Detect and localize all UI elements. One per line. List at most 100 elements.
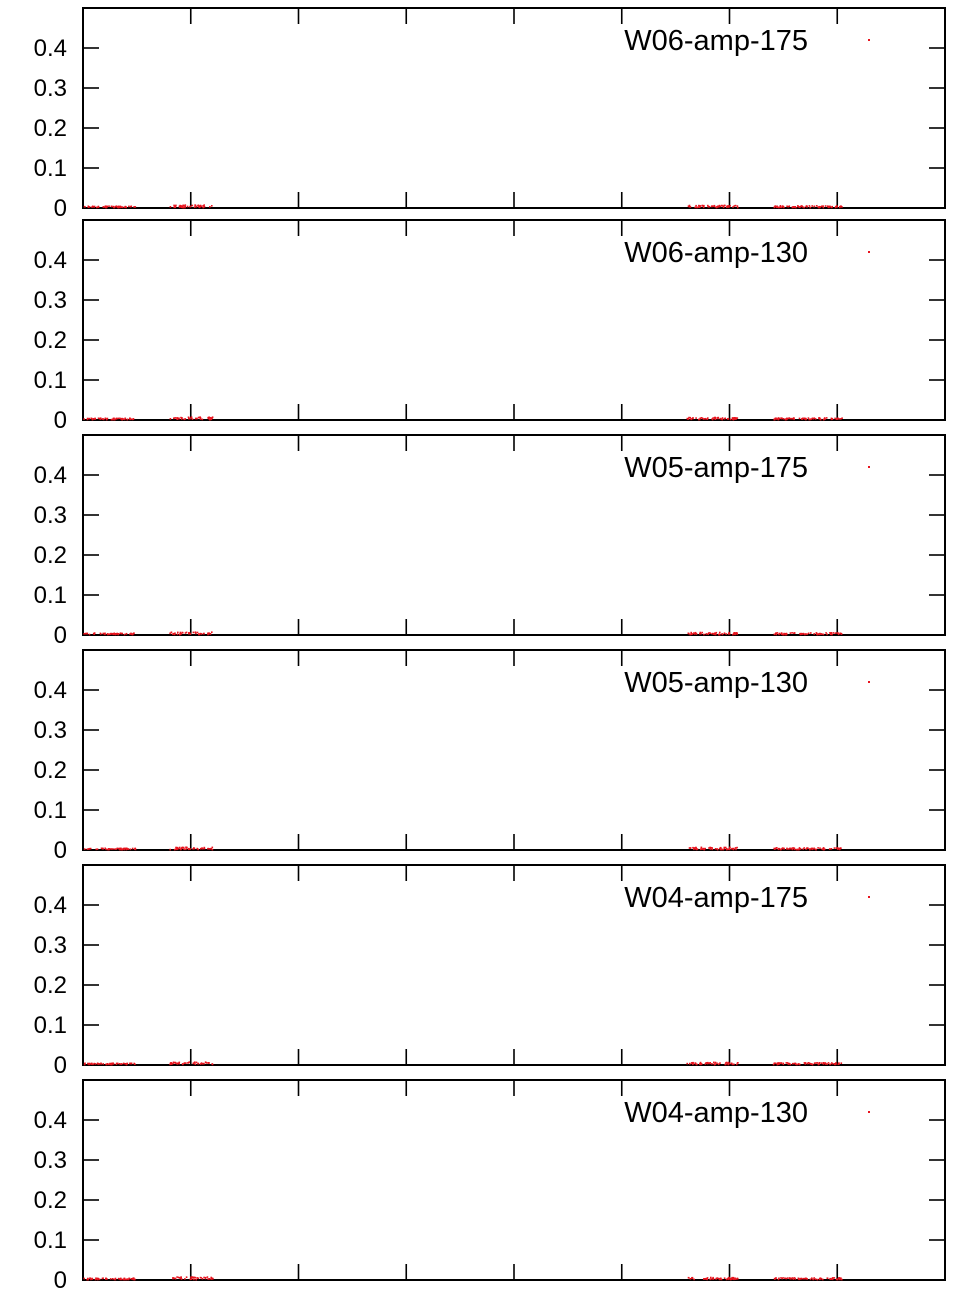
data-point (808, 205, 811, 207)
data-point (207, 1278, 209, 1280)
data-point (786, 205, 788, 208)
data-point (180, 1276, 182, 1279)
data-point (838, 848, 841, 851)
data-point (775, 632, 777, 635)
data-point (184, 205, 187, 208)
data-point (776, 847, 778, 849)
data-point (184, 418, 187, 420)
data-point (794, 206, 796, 208)
data-point (716, 417, 719, 419)
data-point (178, 1061, 181, 1064)
data-point (706, 1278, 708, 1281)
legend-marker (868, 896, 870, 898)
data-point (828, 848, 831, 850)
data-point (733, 1063, 735, 1066)
data-point (176, 1276, 178, 1278)
data-point (133, 1277, 135, 1279)
y-tick-label: 0.2 (34, 1187, 67, 1214)
data-point (173, 848, 176, 851)
data-point (185, 1276, 188, 1278)
data-point (711, 418, 713, 420)
data-point (729, 205, 731, 207)
data-point (797, 1277, 800, 1280)
data-point (820, 1062, 823, 1064)
data-point (817, 1063, 820, 1066)
data-point (129, 848, 132, 851)
y-tick-label: 0.3 (34, 717, 67, 744)
data-point (715, 1277, 718, 1280)
data-point (792, 1278, 795, 1280)
data-point (109, 848, 111, 850)
data-point (811, 1277, 813, 1279)
data-point (110, 848, 113, 850)
data-point (172, 1277, 174, 1280)
data-point (99, 418, 102, 420)
data-point (733, 1278, 735, 1280)
data-point (200, 633, 203, 635)
data-point (791, 206, 794, 209)
data-point (815, 1062, 818, 1064)
data-point (179, 1277, 182, 1280)
data-point (133, 206, 135, 208)
data-point (809, 848, 811, 850)
data-point (105, 848, 107, 851)
data-point (711, 1278, 714, 1280)
data-point (789, 847, 791, 850)
data-point (201, 847, 204, 850)
chart-panel: 0 0.1 0.2 0.3 0.4 W04-amp-130 (34, 1079, 946, 1291)
data-point (92, 1063, 94, 1066)
data-point (731, 848, 733, 850)
data-point (805, 1277, 808, 1280)
data-point (825, 632, 827, 634)
data-point (830, 848, 833, 850)
data-point (87, 1277, 89, 1280)
data-point (778, 633, 780, 636)
data-point (695, 847, 697, 850)
data-point (803, 1277, 806, 1280)
data-point (777, 847, 780, 850)
data-point (185, 1062, 187, 1064)
data-point (785, 1062, 788, 1064)
data-point (93, 1062, 96, 1065)
data-point (774, 205, 776, 207)
data-point (172, 1062, 174, 1065)
data-point (775, 417, 777, 419)
data-point (716, 1277, 719, 1279)
data-point (836, 418, 839, 420)
data-point (732, 418, 735, 421)
data-point (84, 632, 86, 635)
data-point (131, 847, 134, 850)
data-point (171, 1063, 173, 1065)
y-tick-label: 0.1 (34, 797, 67, 824)
data-point (106, 848, 109, 851)
data-point (193, 1062, 195, 1064)
data-point (819, 632, 821, 635)
data-point (814, 418, 817, 420)
data-point (687, 418, 689, 420)
data-point (719, 847, 721, 850)
data-point (125, 847, 128, 850)
data-point (692, 846, 694, 849)
data-point (789, 1063, 792, 1066)
data-point (91, 206, 93, 208)
data-point (104, 847, 106, 850)
data-point (181, 417, 183, 419)
data-point (736, 1063, 738, 1066)
data-point (125, 632, 128, 635)
data-point (841, 1278, 843, 1281)
y-tick-label: 0 (54, 195, 67, 222)
data-point (785, 1277, 787, 1280)
data-point (831, 633, 833, 636)
data-point (792, 417, 795, 420)
data-point (841, 206, 843, 208)
data-point (131, 418, 134, 421)
data-point (818, 1062, 821, 1064)
data-point (113, 206, 116, 209)
data-point (721, 417, 724, 419)
data-point (776, 1063, 779, 1066)
data-point (699, 1061, 702, 1064)
data-point (805, 848, 807, 850)
data-point (838, 1063, 840, 1065)
data-point (119, 206, 121, 208)
data-point (733, 205, 736, 207)
